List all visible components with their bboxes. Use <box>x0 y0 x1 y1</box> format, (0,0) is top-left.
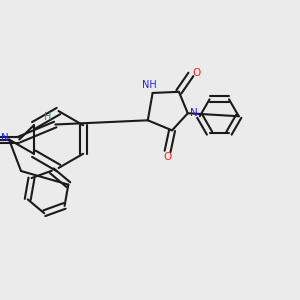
Text: NH: NH <box>142 80 157 91</box>
Text: O: O <box>164 152 172 162</box>
Text: O: O <box>192 68 200 78</box>
Text: H: H <box>44 112 52 122</box>
Text: N: N <box>1 133 8 143</box>
Text: N: N <box>190 108 198 118</box>
